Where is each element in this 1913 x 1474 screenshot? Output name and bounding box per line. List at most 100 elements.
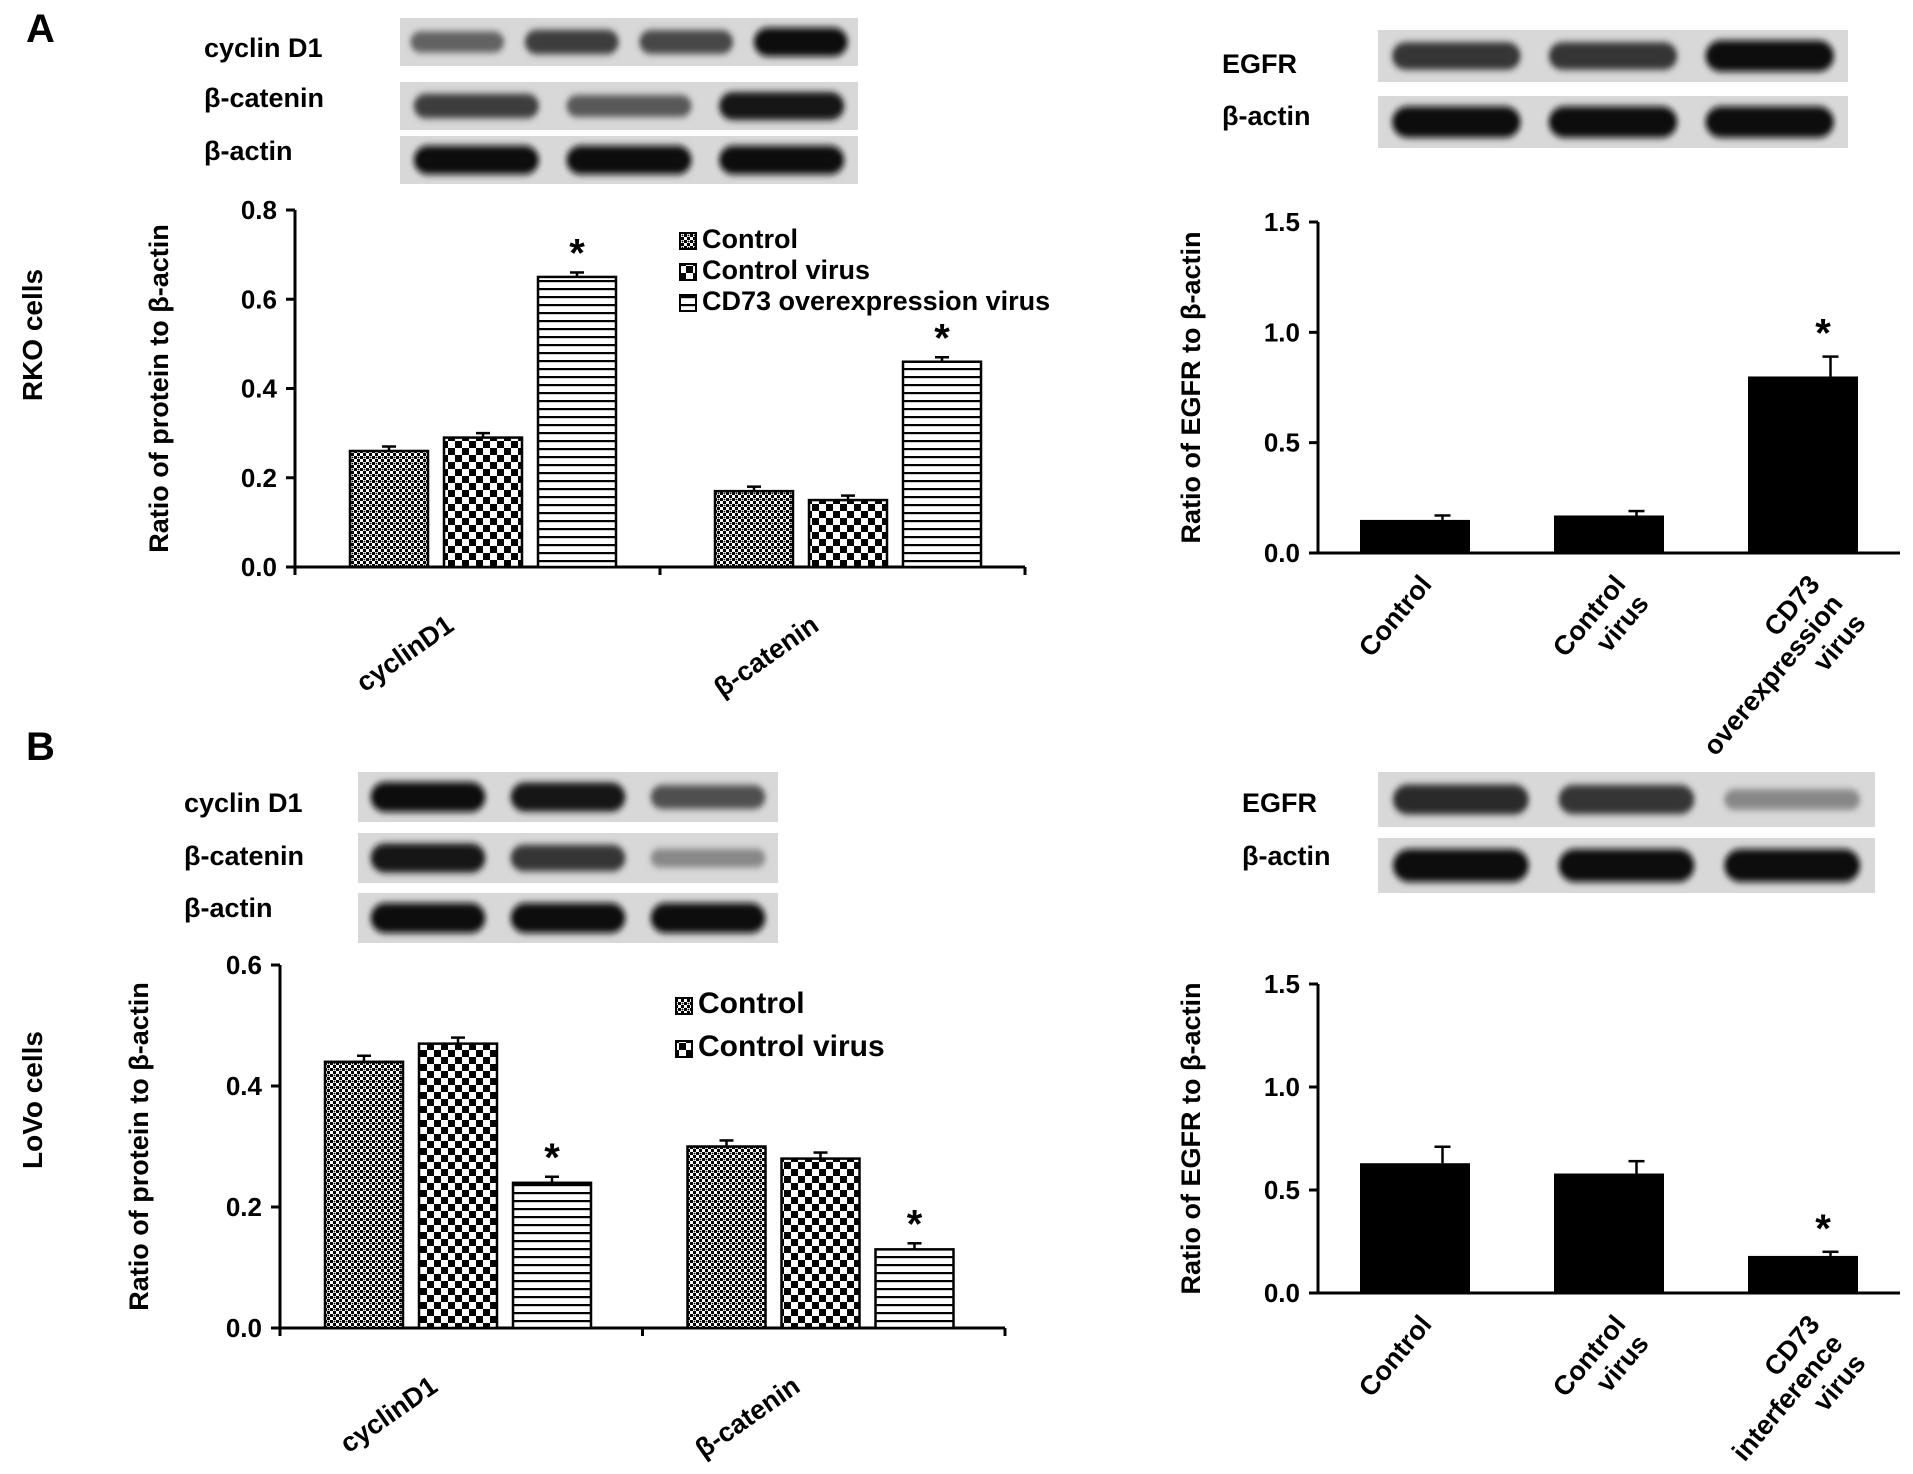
legend-label: CD73 overexpression virus	[702, 286, 1050, 316]
bar	[1748, 376, 1858, 553]
significance-star: *	[544, 1136, 560, 1180]
blot-band	[1548, 42, 1678, 70]
blot-band	[1558, 784, 1695, 815]
blot-band	[650, 848, 766, 868]
bar	[780, 1157, 861, 1330]
x-category-label-line: Control	[1353, 1310, 1438, 1403]
panel-label-b: B	[26, 725, 55, 769]
y-tick-label: 0.5	[1264, 1175, 1300, 1205]
blot-band	[524, 29, 619, 55]
blot-band	[1705, 40, 1834, 72]
x-category-label: cyclinD1	[351, 609, 459, 697]
bar	[686, 1145, 767, 1330]
blot-label: cyclin D1	[184, 788, 303, 818]
blot-labels-b-right: EGFR β-actin	[1242, 788, 1331, 871]
legend-swatch	[675, 997, 693, 1015]
blot-band	[413, 145, 539, 175]
x-category-label: Control	[1353, 570, 1438, 663]
x-category-label: CD73interferencevirus	[1703, 1310, 1871, 1474]
y-tick-label: 0.4	[226, 1071, 263, 1101]
bar	[713, 489, 795, 569]
y-tick-label: 1.5	[1264, 969, 1300, 999]
blot-label: β-actin	[204, 136, 293, 166]
western-blot-strips	[358, 18, 1875, 943]
significance-star: *	[907, 1202, 923, 1246]
y-tick-label: 0.0	[241, 552, 277, 582]
blot-band	[413, 93, 539, 119]
y-tick-label: 0.6	[241, 284, 277, 314]
y-axis-label: Ratio of protein to β-actin	[144, 224, 174, 552]
blot-band	[650, 785, 766, 809]
blot-band	[1392, 42, 1521, 70]
y-tick-label: 0.0	[1264, 1278, 1300, 1308]
legend-label: Control virus	[698, 1030, 885, 1063]
blot-band	[719, 92, 845, 120]
legend-swatch	[675, 1040, 693, 1058]
blot-band	[1392, 849, 1529, 882]
legend-label: Control	[698, 987, 805, 1020]
blot-strip	[1378, 96, 1848, 148]
blot-strip	[1378, 772, 1875, 827]
significance-star: *	[1815, 312, 1831, 356]
bar	[1554, 515, 1664, 553]
bar	[536, 275, 618, 569]
blot-band	[1558, 849, 1695, 882]
legend-swatch	[679, 263, 697, 281]
blot-band	[1392, 106, 1521, 138]
blot-strip	[358, 772, 778, 822]
blot-band	[510, 903, 626, 933]
blot-band	[650, 903, 766, 933]
bar	[417, 1042, 499, 1330]
cell-line-label-rko: RKO cells	[17, 269, 48, 401]
bar	[323, 1060, 405, 1330]
blot-labels-a-left: cyclin D1 β-catenin β-actin	[204, 33, 324, 166]
blot-band	[510, 782, 626, 812]
y-tick-label: 0.4	[241, 374, 278, 404]
bar	[1360, 519, 1470, 553]
blot-label: EGFR	[1242, 788, 1317, 818]
blot-label: β-actin	[184, 893, 273, 923]
grouped-bar-chart-a-left: 0.0 0.2 0.4 0.6 0.8 * cyclinD1 * β-catenin Ratio …	[144, 195, 1050, 703]
y-tick-label: 0.6	[226, 950, 262, 980]
y-tick-label: 0.2	[241, 463, 277, 493]
y-tick-label: 0.0	[226, 1313, 262, 1343]
blot-band	[410, 31, 505, 53]
x-category-label: β-catenin	[708, 609, 824, 702]
blot-strip	[358, 833, 778, 883]
bar	[1748, 1255, 1858, 1293]
significance-star: *	[569, 231, 585, 275]
bar	[901, 360, 983, 569]
y-tick-label: 1.0	[1264, 317, 1300, 347]
legend-swatch	[679, 232, 697, 250]
y-tick-label: 0.0	[1264, 538, 1300, 568]
blot-strip	[400, 82, 858, 130]
blot-strip	[1378, 838, 1875, 893]
blot-band	[1724, 849, 1861, 882]
x-category-label: CD73overexpressionvirus	[1674, 570, 1871, 781]
x-category-label: Controlvirus	[1547, 1310, 1655, 1422]
blot-strip	[400, 136, 858, 184]
blot-band	[370, 903, 486, 933]
blot-band	[566, 145, 692, 175]
panel-label-a: A	[26, 7, 55, 51]
blot-label: EGFR	[1222, 49, 1297, 79]
bar-chart-b-right: 0.0 0.5 1.0 1.5 Control Controlvirus * CD73inte…	[1176, 969, 1900, 1474]
y-tick-label: 1.5	[1264, 207, 1300, 237]
bar	[1360, 1163, 1470, 1293]
bar	[442, 436, 524, 569]
blot-band	[639, 30, 734, 54]
blot-label: β-catenin	[204, 83, 324, 113]
y-axis-label: Ratio of EGFR to β-actin	[1176, 983, 1206, 1295]
blot-band	[1548, 106, 1678, 138]
blot-band	[370, 782, 486, 812]
blot-band	[1724, 789, 1861, 810]
legend-swatch	[679, 294, 697, 312]
x-category-label-line: Control	[1353, 570, 1438, 663]
blot-band	[1392, 784, 1529, 815]
bar	[1554, 1173, 1664, 1293]
blot-band	[753, 27, 848, 57]
cell-line-label-lovo: LoVo cells	[17, 1031, 48, 1169]
y-axis-label: Ratio of EGFR to β-actin	[1176, 232, 1206, 544]
y-axis-label: Ratio of protein to β-actin	[124, 982, 154, 1310]
